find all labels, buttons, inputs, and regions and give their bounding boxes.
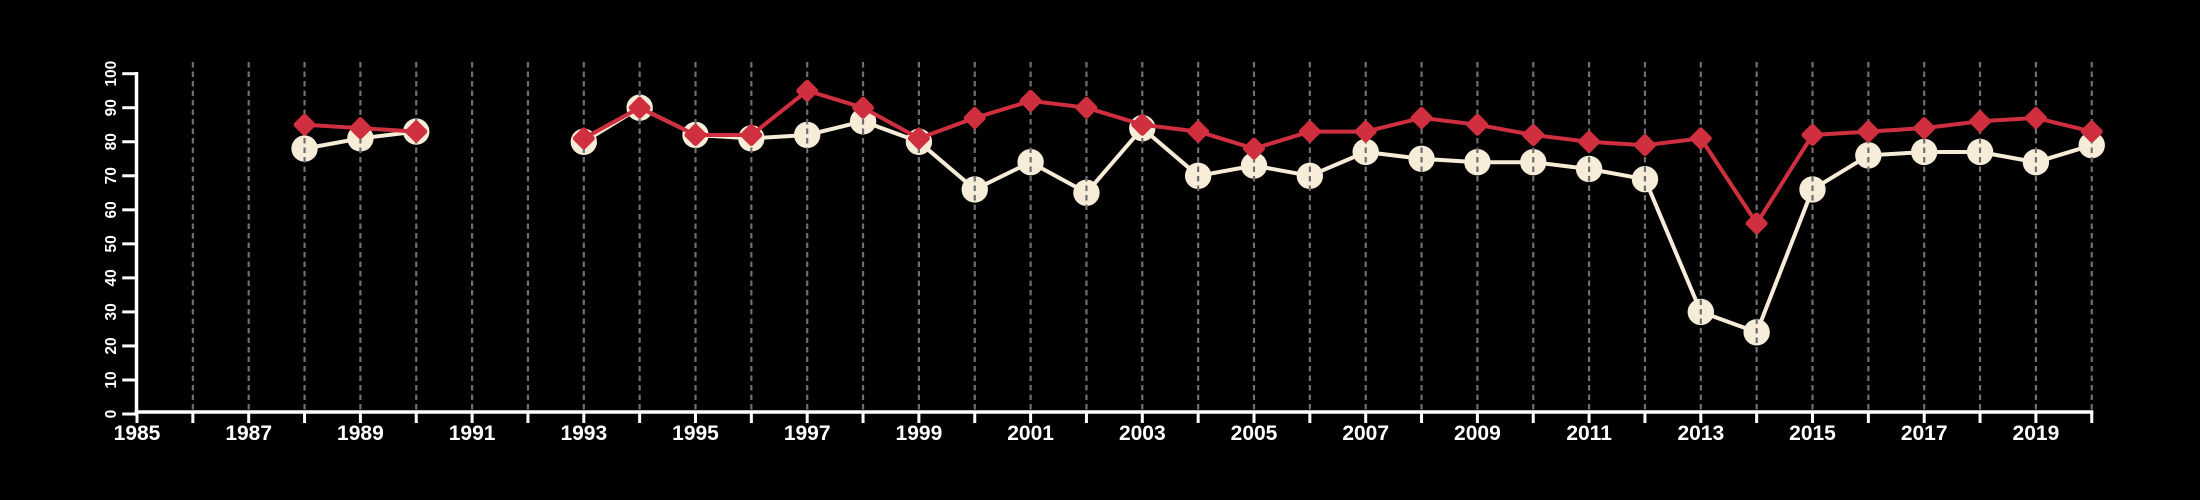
diamond-marker xyxy=(1913,117,1936,140)
diamond-marker xyxy=(796,79,819,102)
circle-marker xyxy=(1240,152,1268,179)
x-tick-label: 1991 xyxy=(449,422,496,445)
diamond-marker xyxy=(1187,120,1210,143)
y-tick-label: 0 xyxy=(103,410,120,419)
x-tick-label: 2013 xyxy=(1677,422,1724,445)
circle-marker xyxy=(1296,162,1324,189)
circle-marker xyxy=(1184,162,1212,189)
diamond-marker xyxy=(852,96,875,119)
diamond-series-line xyxy=(581,88,2094,226)
y-tick-label: 60 xyxy=(103,201,120,218)
x-tick-label: 2019 xyxy=(2013,422,2060,445)
y-axis: 0 10 20 30 40 50 60 70 80 90 100 xyxy=(103,61,139,419)
diamond-marker xyxy=(293,113,316,136)
x-tick-label: 2011 xyxy=(1566,422,1612,445)
x-tick-label: 2015 xyxy=(1789,422,1836,445)
diamond-marker xyxy=(349,117,372,140)
circle-marker xyxy=(2078,131,2105,159)
x-tick-label: 2001 xyxy=(1007,422,1054,445)
diamond-marker xyxy=(1298,120,1321,143)
x-tick-label: 1997 xyxy=(784,422,831,445)
diamond-marker xyxy=(1633,134,1656,157)
x-tick-label: 2017 xyxy=(1901,422,1948,445)
y-tick-label: 40 xyxy=(103,269,120,286)
x-tick-label: 2009 xyxy=(1454,422,1501,445)
y-tick-label: 50 xyxy=(103,235,120,252)
x-tick-label: 1987 xyxy=(225,422,272,445)
series-diamond xyxy=(293,79,2103,235)
x-tick-label: 2007 xyxy=(1342,422,1389,445)
y-tick-label: 80 xyxy=(103,133,120,150)
diamond-marker xyxy=(1689,127,1712,150)
x-tick-label: 1999 xyxy=(896,422,943,445)
diamond-marker xyxy=(907,127,930,150)
diamond-marker xyxy=(2080,120,2103,143)
diamond-marker xyxy=(1745,212,1768,235)
diamond-marker xyxy=(1075,96,1098,119)
y-tick-label: 100 xyxy=(103,61,120,87)
y-tick-label: 90 xyxy=(103,99,120,116)
diamond-marker xyxy=(1466,113,1489,136)
diamond-marker xyxy=(2024,106,2047,129)
x-tick-label: 1985 xyxy=(114,422,161,445)
x-tick-label: 1989 xyxy=(337,422,384,445)
diamond-marker xyxy=(1410,106,1433,129)
diamond-marker xyxy=(1578,130,1601,153)
diamond-marker xyxy=(1243,137,1265,160)
diamond-marker xyxy=(1969,110,1992,133)
diamond-marker xyxy=(572,127,595,150)
circle-marker xyxy=(1073,179,1100,207)
diamond-marker xyxy=(684,123,707,146)
y-tick-label: 10 xyxy=(103,371,120,388)
x-tick-label: 2005 xyxy=(1231,422,1278,445)
circle-series-line xyxy=(581,105,2094,335)
circle-marker xyxy=(794,121,821,149)
diamond-marker xyxy=(405,120,428,143)
diamond-marker xyxy=(1354,120,1377,143)
x-tick-label: 2003 xyxy=(1119,422,1166,445)
diamond-marker xyxy=(1019,89,1042,112)
diamond-marker xyxy=(1801,123,1824,146)
diamond-marker xyxy=(628,96,651,119)
y-tick-label: 70 xyxy=(103,167,120,184)
diamond-marker xyxy=(1857,120,1880,143)
x-axis: 1985 1987 1989 1991 1993 1995 1997 1999 2001 2003… xyxy=(114,410,2094,445)
circle-marker xyxy=(1855,142,1882,169)
diamond-marker xyxy=(1522,123,1545,146)
diamond-marker xyxy=(963,106,986,129)
diamond-marker xyxy=(1131,113,1154,136)
y-tick-label: 20 xyxy=(103,337,120,354)
diamond-marker xyxy=(740,123,763,146)
y-tick-label: 30 xyxy=(103,303,120,320)
x-tick-label: 1993 xyxy=(560,422,607,445)
x-tick-label: 1995 xyxy=(672,422,719,445)
